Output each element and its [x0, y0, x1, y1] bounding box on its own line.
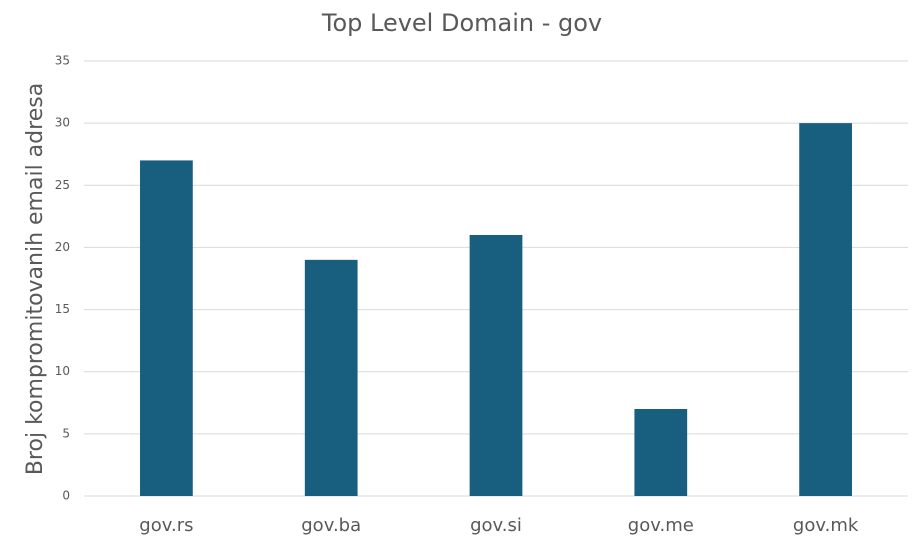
y-axis-label: Broj kompromitovanih email adresa [23, 83, 48, 475]
bar [634, 409, 688, 496]
y-tick-label: 35 [55, 54, 70, 68]
bar [304, 259, 358, 496]
bar [140, 160, 193, 496]
x-tick-label: gov.ba [301, 515, 361, 536]
bar [799, 123, 852, 497]
bar [469, 235, 523, 496]
y-tick-label: 5 [62, 426, 70, 440]
y-tick-label: 15 [55, 302, 70, 316]
x-tick-label: gov.me [628, 515, 694, 536]
x-tick-label: gov.mk [793, 515, 859, 536]
y-tick-label: 25 [55, 178, 70, 192]
y-tick-label: 20 [55, 240, 70, 254]
chart-title: Top Level Domain - gov [321, 9, 602, 37]
x-tick-label: gov.si [470, 515, 522, 536]
y-tick-label: 10 [55, 364, 70, 378]
x-tick-label: gov.rs [139, 515, 193, 536]
y-tick-label: 30 [55, 116, 70, 130]
y-tick-label: 0 [62, 489, 70, 503]
